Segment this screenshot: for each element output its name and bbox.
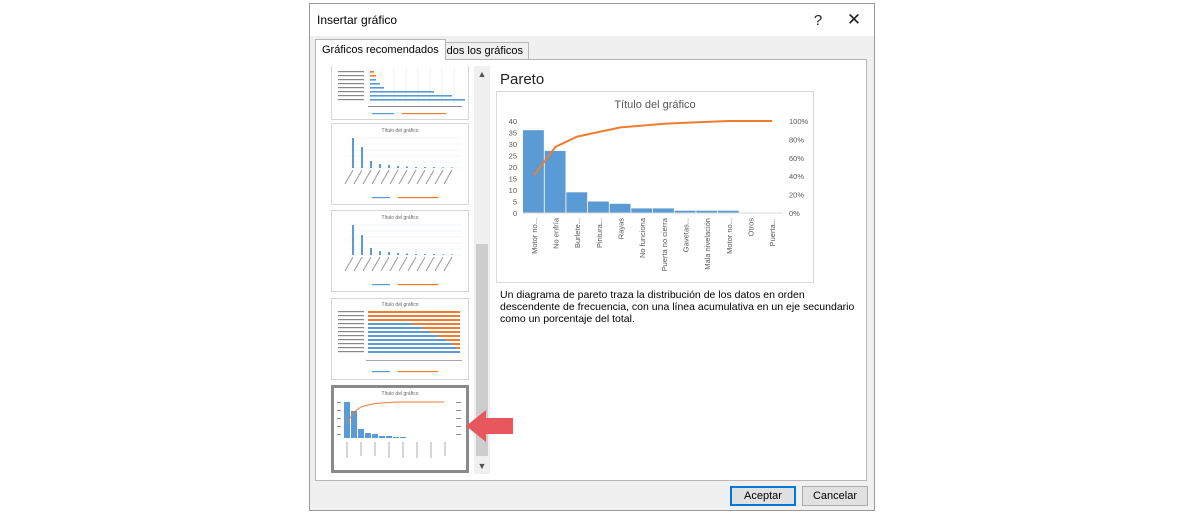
pareto-chart-svg: Título del gráfico 40 35 30 25 20 15 10 5 0 100% 8… — [509, 99, 809, 271]
thumbnail-clustered-bar-chart — [338, 69, 465, 115]
y-tick-label: 20 — [509, 163, 517, 172]
y-tick-label: 30 — [509, 140, 517, 149]
category-label: Burlete... — [573, 218, 582, 248]
red-arrow-pointer — [466, 410, 513, 442]
pareto-bar — [566, 192, 588, 213]
pareto-bar — [631, 208, 653, 213]
category-label: Motor no... — [725, 218, 734, 254]
thumbnail-clustered-column[interactable]: Título del gráfico — [331, 123, 469, 205]
chart-description: Un diagrama de pareto traza la distribuc… — [500, 289, 855, 325]
y2-tick-label: 60% — [789, 154, 804, 163]
category-label: Otros — [747, 218, 756, 237]
category-label: No funciona — [638, 217, 647, 258]
thumbnail-stacked-bar-chart: Título del gráfico — [338, 302, 462, 373]
y-tick-label: 5 — [513, 198, 517, 207]
scroll-down-icon[interactable]: ▼ — [477, 461, 487, 471]
dialog-title: Insertar gráfico — [317, 13, 398, 27]
y-tick-label: 25 — [509, 152, 517, 161]
y2-tick-label: 80% — [789, 135, 804, 144]
tab-recommended-charts[interactable]: Gráficos recomendados — [315, 39, 446, 60]
pareto-bar — [718, 210, 739, 213]
pareto-bar — [609, 203, 631, 213]
chart-thumbnail-list: Título del gráfico — [324, 66, 490, 474]
thumbnail-pareto-chart: Título del gráfico — [337, 391, 461, 458]
category-label: Puerta no cierra — [660, 217, 669, 271]
tab-all-charts[interactable]: Todos los gráficos — [429, 42, 530, 59]
y-tick-label: 0 — [513, 209, 517, 218]
thumbnail-title: Título del gráfico — [382, 215, 419, 221]
category-label: Pintura... — [595, 218, 604, 248]
thumbnail-pareto[interactable]: Título del gráfico — [331, 385, 469, 473]
thumbnail-title: Título del gráfico — [382, 128, 419, 134]
pareto-bar — [588, 201, 609, 213]
category-label: Gavetas... — [682, 218, 691, 252]
thumbnail-scrollbar[interactable]: ▲ ▼ — [474, 66, 490, 474]
y-tick-label: 40 — [509, 117, 517, 126]
dialog-titlebar: Insertar gráfico ? ✕ — [310, 4, 874, 36]
accept-button[interactable]: Aceptar — [730, 486, 796, 506]
cancel-button[interactable]: Cancelar — [802, 486, 868, 506]
scroll-thumb[interactable] — [476, 244, 488, 456]
thumbnail-column-variant-chart: Título del gráfico — [344, 215, 462, 286]
cumulative-line — [533, 120, 773, 176]
category-label: Motor no... — [530, 218, 539, 254]
insert-chart-dialog: Insertar gráfico ? ✕ Gráficos recomendad… — [309, 3, 875, 511]
recommended-charts-panel: Título del gráfico — [315, 59, 867, 481]
thumbnail-title: Título del gráfico — [382, 302, 419, 308]
preview-chart-type: Pareto — [500, 71, 545, 88]
y-tick-label: 35 — [509, 129, 517, 138]
pareto-bar — [696, 210, 718, 213]
y2-tick-label: 40% — [789, 172, 804, 181]
pareto-bar — [653, 208, 674, 213]
thumbnail-clustered-bar[interactable] — [331, 66, 469, 120]
y-tick-label: 15 — [509, 175, 517, 184]
y-tick-label: 10 — [509, 186, 517, 195]
thumbnail-title: Título del gráfico — [382, 391, 419, 397]
pareto-bar — [523, 130, 544, 213]
pareto-bar — [544, 150, 566, 213]
pareto-preview-chart: Título del gráfico 40 35 30 25 20 15 10 5 0 100% 8… — [496, 91, 814, 283]
pareto-bar — [674, 210, 696, 213]
category-label: Mala nivelación — [703, 218, 712, 270]
category-label: Rayas — [617, 218, 626, 240]
category-label: Puerta... — [768, 218, 777, 246]
category-label: No enfría — [552, 217, 561, 249]
thumbnail-stacked-bar[interactable]: Título del gráfico — [331, 298, 469, 380]
chart-title: Título del gráfico — [614, 99, 695, 111]
help-button[interactable]: ? — [813, 11, 823, 29]
y2-tick-label: 20% — [789, 191, 804, 200]
y2-tick-label: 0% — [789, 209, 800, 218]
y2-tick-label: 100% — [789, 117, 809, 126]
close-button[interactable]: ✕ — [846, 10, 862, 29]
thumbnail-clustered-column-chart: Título del gráfico — [344, 128, 462, 199]
scroll-up-icon[interactable]: ▲ — [477, 69, 487, 79]
thumbnail-column-variant[interactable]: Título del gráfico — [331, 210, 469, 292]
